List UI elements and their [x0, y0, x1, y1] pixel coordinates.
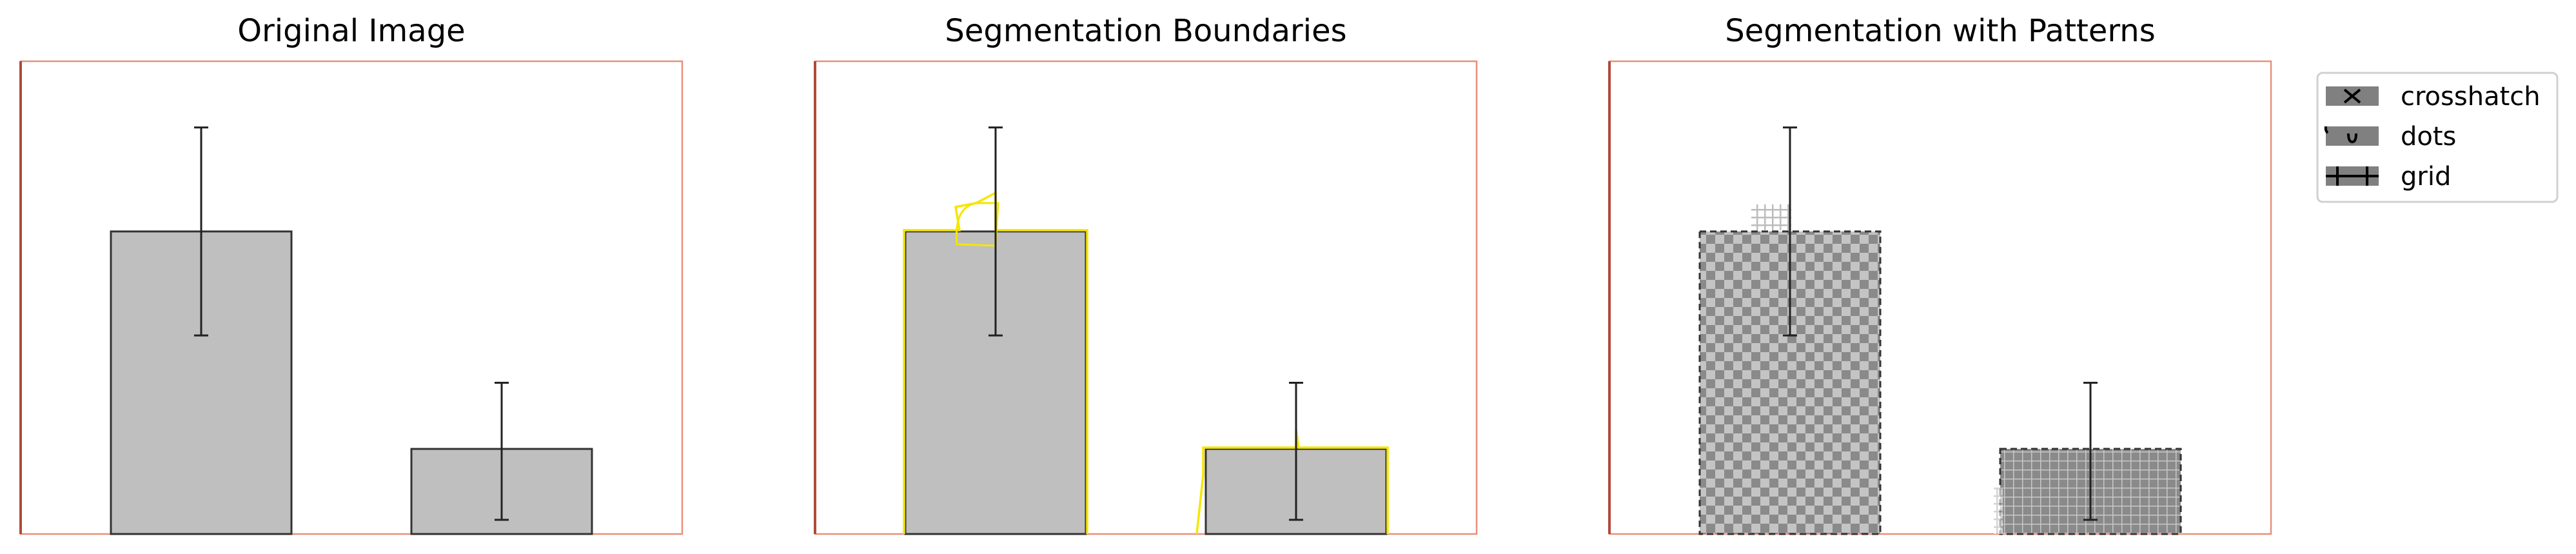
panel-title-original: Original Image — [237, 13, 465, 49]
pattern-artifact-edge — [1994, 488, 2003, 534]
panel-title-boundaries: Segmentation Boundaries — [945, 13, 1346, 49]
panel-title-patterns: Segmentation with Patterns — [1725, 13, 2155, 49]
legend-item-crosshatch: crosshatch — [2326, 82, 2541, 112]
boundary-blob — [955, 202, 999, 247]
pattern-artifact — [1751, 204, 1791, 230]
legend-item-grid: grid — [2326, 162, 2451, 192]
plot-area-original — [19, 60, 683, 535]
legend-label-grid: grid — [2401, 162, 2451, 192]
segmentation-boundary-1 — [903, 190, 1088, 534]
panel-boundaries: Segmentation Boundaries — [814, 13, 1478, 535]
legend-item-dots: dots — [2324, 122, 2456, 152]
legend-label-crosshatch: crosshatch — [2401, 82, 2541, 112]
grid-icon — [2326, 166, 2379, 186]
plot-area-boundaries — [814, 60, 1478, 535]
crosshatch-icon — [2326, 86, 2379, 106]
legend: crosshatch dots grid — [2316, 72, 2559, 203]
dots-icon — [2324, 126, 2379, 146]
plot-area-patterns — [1608, 60, 2272, 535]
panel-patterns: Segmentation with Patterns — [1608, 13, 2272, 535]
legend-label-dots: dots — [2401, 122, 2456, 152]
panel-original: Original Image — [19, 13, 683, 535]
